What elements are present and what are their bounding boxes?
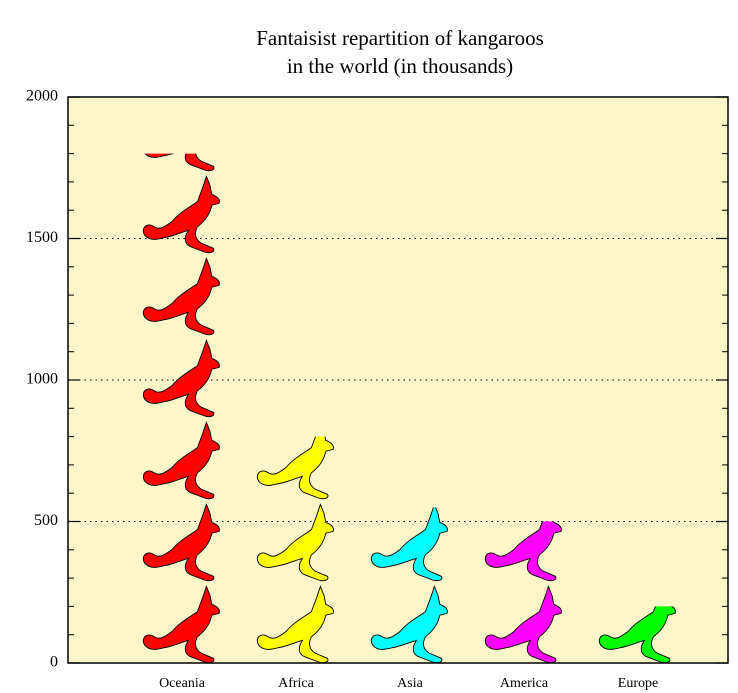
chart: Fantaisist repartition of kangaroos in t… <box>0 0 738 693</box>
x-tick-label: Asia <box>397 676 423 691</box>
y-tick-label: 1500 <box>26 229 58 246</box>
y-tick-label: 500 <box>34 512 58 529</box>
x-tick-label: Africa <box>278 676 315 691</box>
chart-title: Fantaisist repartition of kangaroos <box>256 26 544 50</box>
y-tick-label: 2000 <box>26 88 58 105</box>
x-tick-label: Europe <box>618 676 658 691</box>
y-tick-label: 1000 <box>26 371 58 388</box>
chart-title: in the world (in thousands) <box>287 54 513 78</box>
x-tick-label: America <box>500 676 549 691</box>
x-tick-label: Oceania <box>159 676 206 691</box>
y-tick-label: 0 <box>50 654 58 671</box>
